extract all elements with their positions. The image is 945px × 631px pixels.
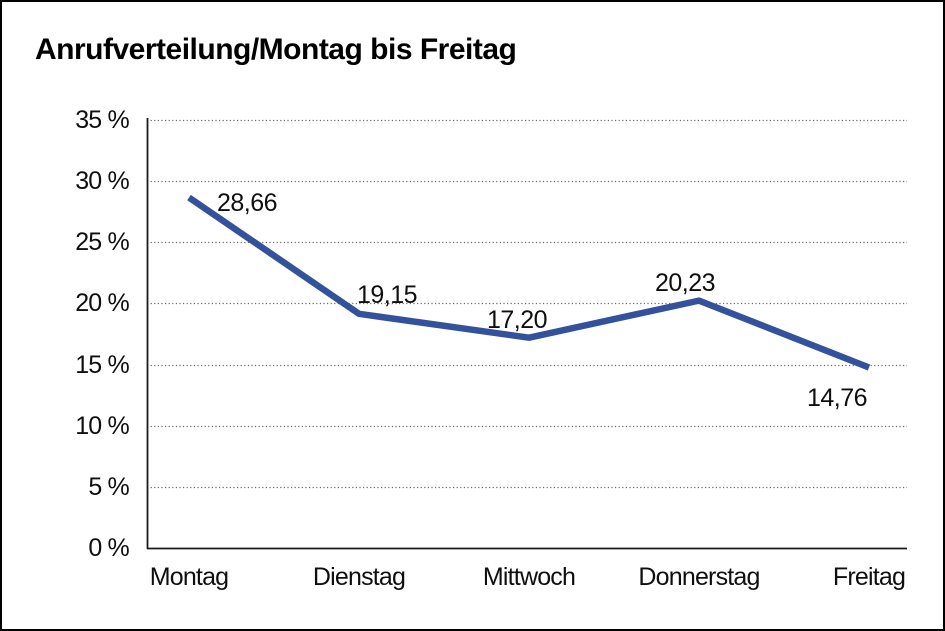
x-axis-category-label: Freitag: [832, 563, 906, 591]
y-axis-tick-label: 5 %: [88, 472, 129, 501]
x-axis-category-label: Donnerstag: [638, 563, 760, 591]
data-series-line: [187, 194, 871, 371]
data-point-label: 14,76: [807, 383, 868, 412]
x-axis-category-label: Mittwoch: [482, 563, 576, 591]
x-axis-category-label: Montag: [149, 563, 229, 591]
y-axis-tick-label: 0 %: [88, 534, 129, 562]
y-axis-tick-label: 15 %: [75, 350, 130, 379]
y-axis-tick-label: 25 %: [75, 228, 130, 257]
y-axis-tick-label: 35 %: [75, 106, 130, 134]
y-axis-tick-label: 20 %: [75, 289, 130, 318]
data-point-label: 28,66: [217, 188, 278, 217]
y-axis-tick-label: 30 %: [75, 167, 130, 196]
data-point-label: 17,20: [487, 305, 548, 334]
data-point-label: 20,23: [655, 268, 716, 297]
x-axis-category-label: Dienstag: [312, 563, 406, 591]
y-axis-tick-label: 10 %: [75, 411, 130, 440]
chart-title: Anrufverteilung/Montag bis Freitag: [35, 33, 517, 66]
data-point-label: 19,15: [357, 280, 418, 309]
